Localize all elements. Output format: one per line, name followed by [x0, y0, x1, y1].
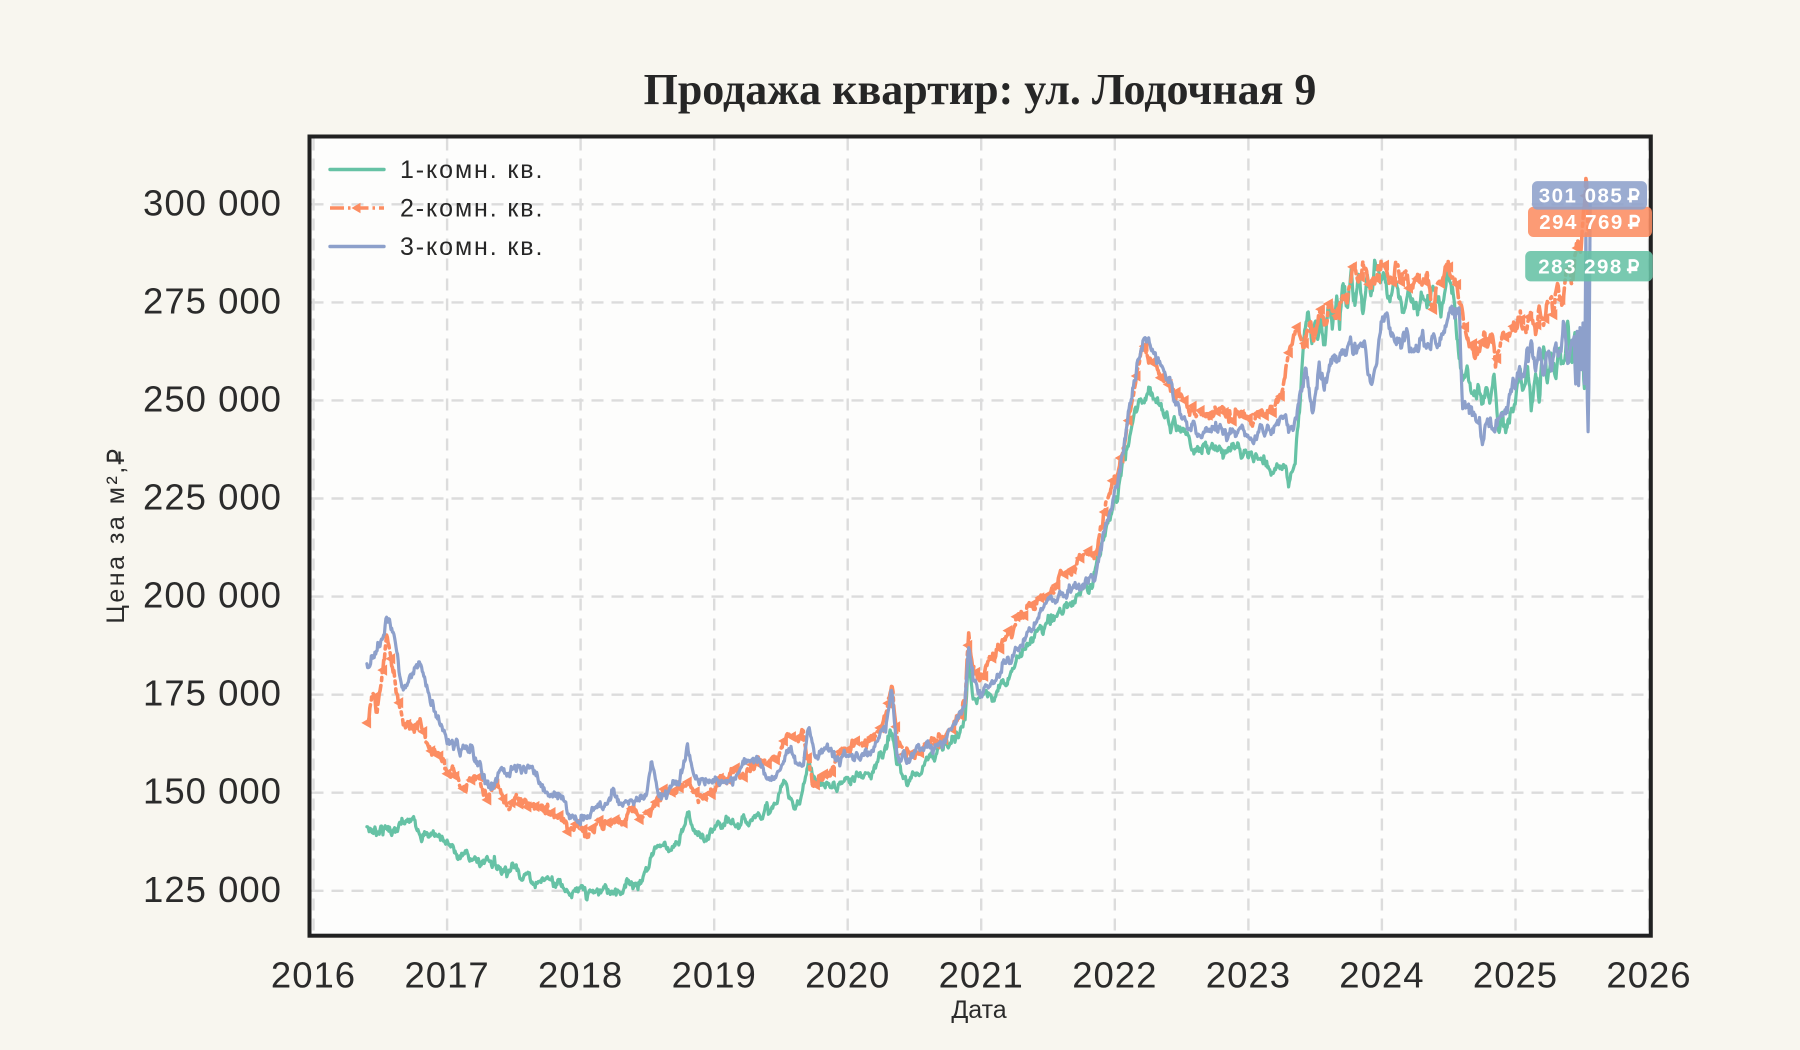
svg-text:2023: 2023 — [1206, 955, 1291, 996]
svg-text:175 000: 175 000 — [143, 673, 282, 714]
svg-text:2024: 2024 — [1339, 955, 1424, 996]
svg-text:225 000: 225 000 — [143, 477, 282, 518]
svg-text:294 769: 294 769 — [1539, 211, 1624, 234]
svg-text:300 000: 300 000 — [143, 182, 282, 223]
svg-text:200 000: 200 000 — [143, 575, 282, 616]
svg-text:125 000: 125 000 — [143, 869, 282, 910]
svg-text:2017: 2017 — [404, 955, 489, 996]
svg-text:2019: 2019 — [672, 955, 757, 996]
svg-text:283 298: 283 298 — [1538, 255, 1623, 278]
svg-text:2016: 2016 — [271, 955, 356, 996]
svg-text:150 000: 150 000 — [143, 771, 282, 812]
svg-text:2021: 2021 — [939, 955, 1024, 996]
svg-text:Цена за м²,: Цена за м², — [102, 464, 130, 623]
svg-text:275 000: 275 000 — [143, 280, 282, 321]
svg-text:2020: 2020 — [805, 955, 890, 996]
svg-text:2026: 2026 — [1606, 955, 1691, 996]
svg-text:2022: 2022 — [1072, 955, 1157, 996]
svg-text:Дата: Дата — [951, 996, 1006, 1024]
svg-text:250 000: 250 000 — [143, 378, 282, 419]
svg-text:1-комн. кв.: 1-комн. кв. — [400, 156, 544, 184]
svg-text:3-комн. кв.: 3-комн. кв. — [400, 233, 544, 261]
svg-text:2018: 2018 — [538, 955, 623, 996]
svg-text:2-комн. кв.: 2-комн. кв. — [400, 195, 544, 223]
svg-text:301 085: 301 085 — [1539, 185, 1624, 208]
svg-text:2025: 2025 — [1473, 955, 1558, 996]
svg-text:Продажа квартир: ул. Лодочная: Продажа квартир: ул. Лодочная 9 — [644, 65, 1317, 114]
